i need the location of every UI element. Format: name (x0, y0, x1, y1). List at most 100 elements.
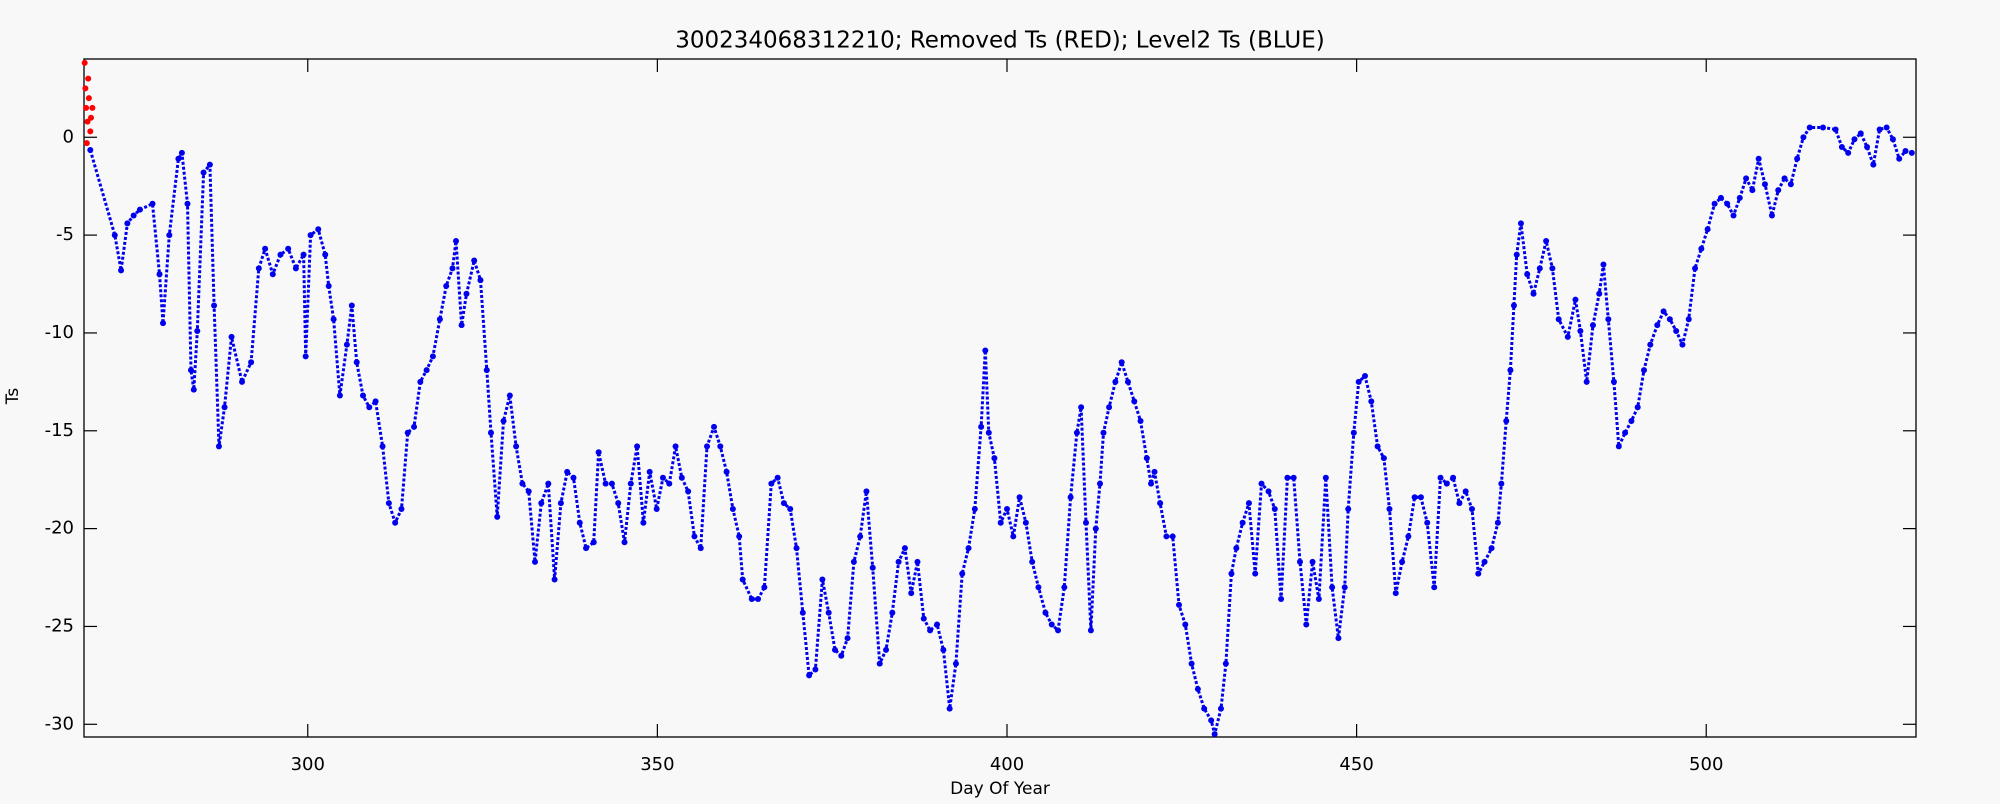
data-point (978, 423, 985, 430)
data-point (748, 596, 755, 603)
data-point (1794, 155, 1801, 162)
data-point (621, 539, 628, 546)
x-tick-label: 300 (291, 754, 325, 775)
data-point (602, 480, 609, 487)
data-point (844, 635, 851, 642)
data-point (1278, 596, 1285, 603)
data-point (1692, 265, 1699, 272)
data-point (1239, 519, 1246, 526)
data-point (627, 480, 634, 487)
trace-line (88, 126, 1913, 736)
data-point (1374, 443, 1381, 450)
data-point (1902, 147, 1909, 154)
data-point (166, 232, 173, 239)
data-point (551, 576, 558, 583)
data-point (436, 316, 443, 323)
data-point (1647, 341, 1654, 348)
data-point (1322, 474, 1329, 481)
data-point (206, 161, 213, 168)
data-point (239, 378, 246, 385)
data-point (819, 576, 826, 583)
data-point (1290, 474, 1297, 481)
data-point (84, 118, 91, 125)
data-point (1768, 212, 1775, 219)
data-point (1169, 533, 1176, 540)
data-point (1096, 480, 1103, 487)
data-point (1163, 533, 1170, 540)
data-point (876, 660, 883, 667)
data-point (85, 75, 92, 82)
data-point (1386, 506, 1393, 513)
data-point (997, 519, 1004, 526)
data-point (1016, 494, 1023, 501)
data-point (1148, 480, 1155, 487)
data-point (1717, 194, 1724, 201)
data-point (1124, 378, 1131, 385)
data-point (1498, 480, 1505, 487)
data-point (1820, 124, 1827, 131)
y-tick-label: -20 (45, 518, 74, 539)
data-point (519, 480, 526, 487)
data-point (1055, 627, 1062, 634)
data-point (1417, 494, 1424, 501)
data-point (1743, 175, 1750, 182)
data-point (1724, 200, 1731, 207)
data-point (1704, 226, 1711, 233)
data-point (1078, 404, 1085, 411)
data-point (1488, 545, 1495, 552)
data-point (1252, 570, 1259, 577)
data-point (392, 519, 399, 526)
y-axis-label: Ts (3, 388, 23, 406)
data-point (1628, 417, 1635, 424)
data-point (959, 570, 966, 577)
data-point (1035, 584, 1042, 591)
data-point (1083, 519, 1090, 526)
data-point (1806, 124, 1813, 131)
data-point (1600, 261, 1607, 268)
x-tick-label: 350 (640, 754, 674, 775)
data-point (483, 367, 490, 374)
data-point (130, 212, 137, 219)
data-point (429, 353, 436, 360)
data-point (940, 646, 947, 653)
data-point (1517, 220, 1524, 227)
data-point (1781, 175, 1788, 182)
data-point (215, 443, 222, 450)
data-point (330, 316, 337, 323)
data-point (487, 429, 494, 436)
data-point (184, 200, 191, 207)
data-point (262, 245, 269, 252)
data-point (1194, 686, 1201, 693)
data-point (1010, 533, 1017, 540)
data-point (640, 519, 647, 526)
data-point (1431, 584, 1438, 591)
data-point (857, 533, 864, 540)
data-point (927, 627, 934, 634)
data-point (343, 341, 350, 348)
data-point (583, 545, 590, 552)
data-point (1228, 570, 1235, 577)
data-point (1368, 398, 1375, 405)
data-point (1211, 731, 1218, 738)
data-point (812, 666, 819, 673)
data-point (1698, 245, 1705, 252)
data-point (228, 333, 235, 340)
data-point (1303, 621, 1310, 628)
data-point (1883, 124, 1890, 131)
data-point (325, 282, 332, 289)
data-point (1755, 155, 1762, 162)
data-point (634, 443, 641, 450)
data-point (149, 200, 156, 207)
data-point (1468, 506, 1475, 513)
data-point (1450, 474, 1457, 481)
data-point (372, 398, 379, 405)
data-point (1029, 558, 1036, 565)
data-point (1201, 705, 1208, 712)
data-point (471, 257, 478, 264)
data-point (831, 646, 838, 653)
data-point (1003, 506, 1010, 513)
data-point (1157, 500, 1164, 507)
data-point (934, 621, 941, 628)
data-point (1787, 181, 1794, 188)
data-point (780, 500, 787, 507)
